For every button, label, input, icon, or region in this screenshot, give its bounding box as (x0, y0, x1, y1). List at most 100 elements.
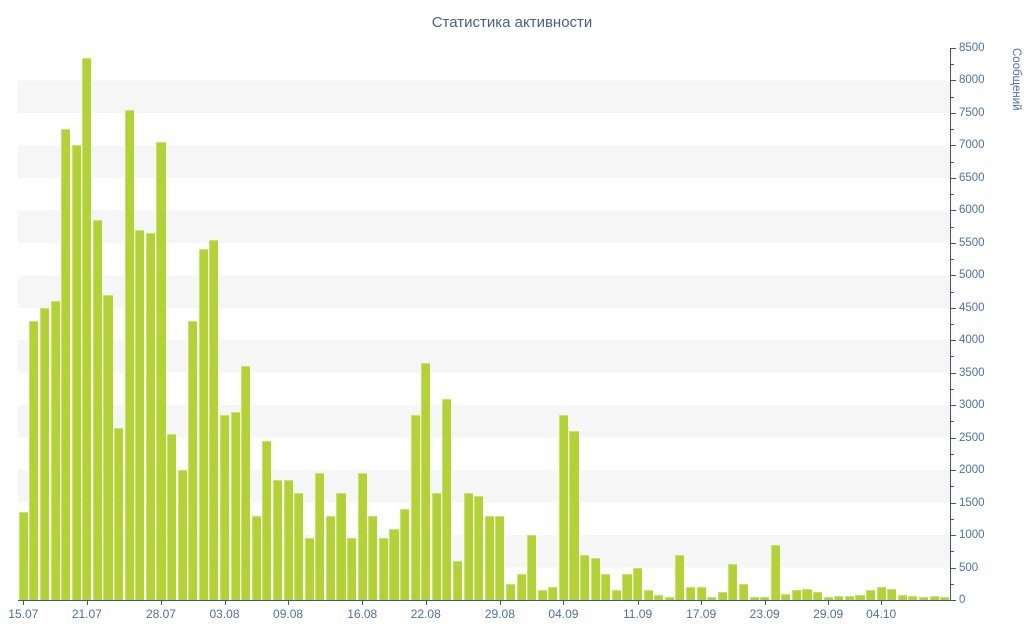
bar[interactable] (484, 515, 494, 600)
bar[interactable] (664, 597, 674, 600)
bar[interactable] (114, 427, 124, 600)
bar[interactable] (347, 538, 357, 600)
bar[interactable] (537, 590, 547, 600)
bar[interactable] (325, 515, 335, 600)
bar[interactable] (474, 496, 484, 600)
y-minor-tick (951, 259, 954, 261)
bar[interactable] (39, 307, 50, 600)
y-tick-label: 5000 (959, 269, 985, 282)
x-tick-label: 29.08 (484, 607, 515, 621)
bar[interactable] (82, 57, 92, 600)
bar[interactable] (527, 535, 537, 600)
y-tick-label: 8000 (959, 74, 985, 87)
bar[interactable] (590, 557, 600, 600)
bar[interactable] (167, 434, 177, 600)
bar[interactable] (495, 515, 505, 600)
bar[interactable] (452, 561, 463, 600)
bar[interactable] (198, 249, 208, 600)
bar[interactable] (791, 590, 801, 600)
bar[interactable] (770, 544, 780, 600)
y-minor-tick (951, 161, 954, 163)
bar[interactable] (241, 366, 251, 600)
bar[interactable] (611, 590, 621, 600)
bar[interactable] (601, 574, 611, 600)
bar[interactable] (823, 596, 833, 600)
bar[interactable] (738, 583, 749, 600)
bar[interactable] (145, 233, 155, 600)
bar[interactable] (71, 145, 81, 600)
bar[interactable] (844, 596, 854, 600)
bar[interactable] (442, 398, 452, 600)
bar[interactable] (336, 492, 346, 600)
y-tick-label: 8500 (959, 42, 985, 54)
y-tick-label: 0 (959, 594, 966, 606)
bar[interactable] (569, 431, 579, 600)
bar[interactable] (654, 595, 664, 600)
bar[interactable] (908, 596, 918, 600)
bar[interactable] (304, 538, 314, 600)
x-tick-label: 28.07 (145, 607, 176, 621)
bar[interactable] (219, 414, 230, 600)
bar[interactable] (18, 512, 28, 600)
bar[interactable] (262, 440, 272, 600)
bar[interactable] (813, 591, 823, 600)
bar[interactable] (283, 479, 293, 600)
bar[interactable] (410, 414, 420, 600)
bar[interactable] (124, 109, 134, 600)
bar[interactable] (558, 414, 568, 600)
bar[interactable] (177, 470, 187, 600)
bar[interactable] (696, 587, 706, 600)
bar[interactable] (781, 593, 791, 600)
bar[interactable] (940, 596, 950, 600)
bar[interactable] (92, 220, 102, 600)
bar[interactable] (505, 583, 516, 600)
bar[interactable] (760, 596, 770, 600)
bar[interactable] (929, 596, 939, 600)
bar[interactable] (866, 590, 876, 600)
bar[interactable] (431, 492, 441, 600)
bar[interactable] (378, 538, 388, 600)
bar[interactable] (463, 492, 473, 600)
bar[interactable] (749, 597, 759, 600)
bar[interactable] (876, 587, 886, 600)
bar[interactable] (272, 479, 283, 600)
bar[interactable] (707, 596, 717, 600)
bar[interactable] (580, 554, 590, 600)
bar[interactable] (135, 229, 145, 600)
bar[interactable] (897, 595, 907, 600)
bar[interactable] (887, 588, 897, 600)
bar[interactable] (622, 574, 632, 600)
bar[interactable] (400, 509, 410, 600)
bar[interactable] (188, 320, 198, 600)
x-tick (86, 601, 88, 605)
bar[interactable] (643, 590, 653, 600)
bar[interactable] (516, 574, 526, 600)
bar[interactable] (675, 554, 685, 600)
bar[interactable] (209, 239, 219, 600)
bar[interactable] (61, 129, 71, 600)
y-major-tick (951, 567, 956, 569)
bar[interactable] (294, 492, 304, 600)
bar[interactable] (918, 596, 929, 600)
bar[interactable] (802, 588, 812, 600)
x-tick-label: 11.09 (622, 607, 653, 621)
bar[interactable] (389, 528, 399, 600)
y-major-tick (951, 210, 956, 212)
bar[interactable] (421, 362, 431, 600)
bar[interactable] (717, 591, 727, 600)
bar[interactable] (633, 567, 643, 600)
bar[interactable] (357, 473, 367, 600)
bar[interactable] (834, 596, 844, 600)
bar[interactable] (685, 587, 696, 600)
bar[interactable] (251, 515, 261, 600)
bar[interactable] (368, 515, 378, 600)
bar[interactable] (50, 301, 60, 600)
bar[interactable] (29, 320, 39, 600)
bar[interactable] (548, 587, 558, 600)
bar[interactable] (855, 595, 865, 600)
bar[interactable] (728, 564, 738, 600)
bar[interactable] (230, 411, 240, 600)
bar[interactable] (156, 142, 166, 600)
bar[interactable] (103, 294, 113, 600)
bar[interactable] (315, 473, 325, 600)
